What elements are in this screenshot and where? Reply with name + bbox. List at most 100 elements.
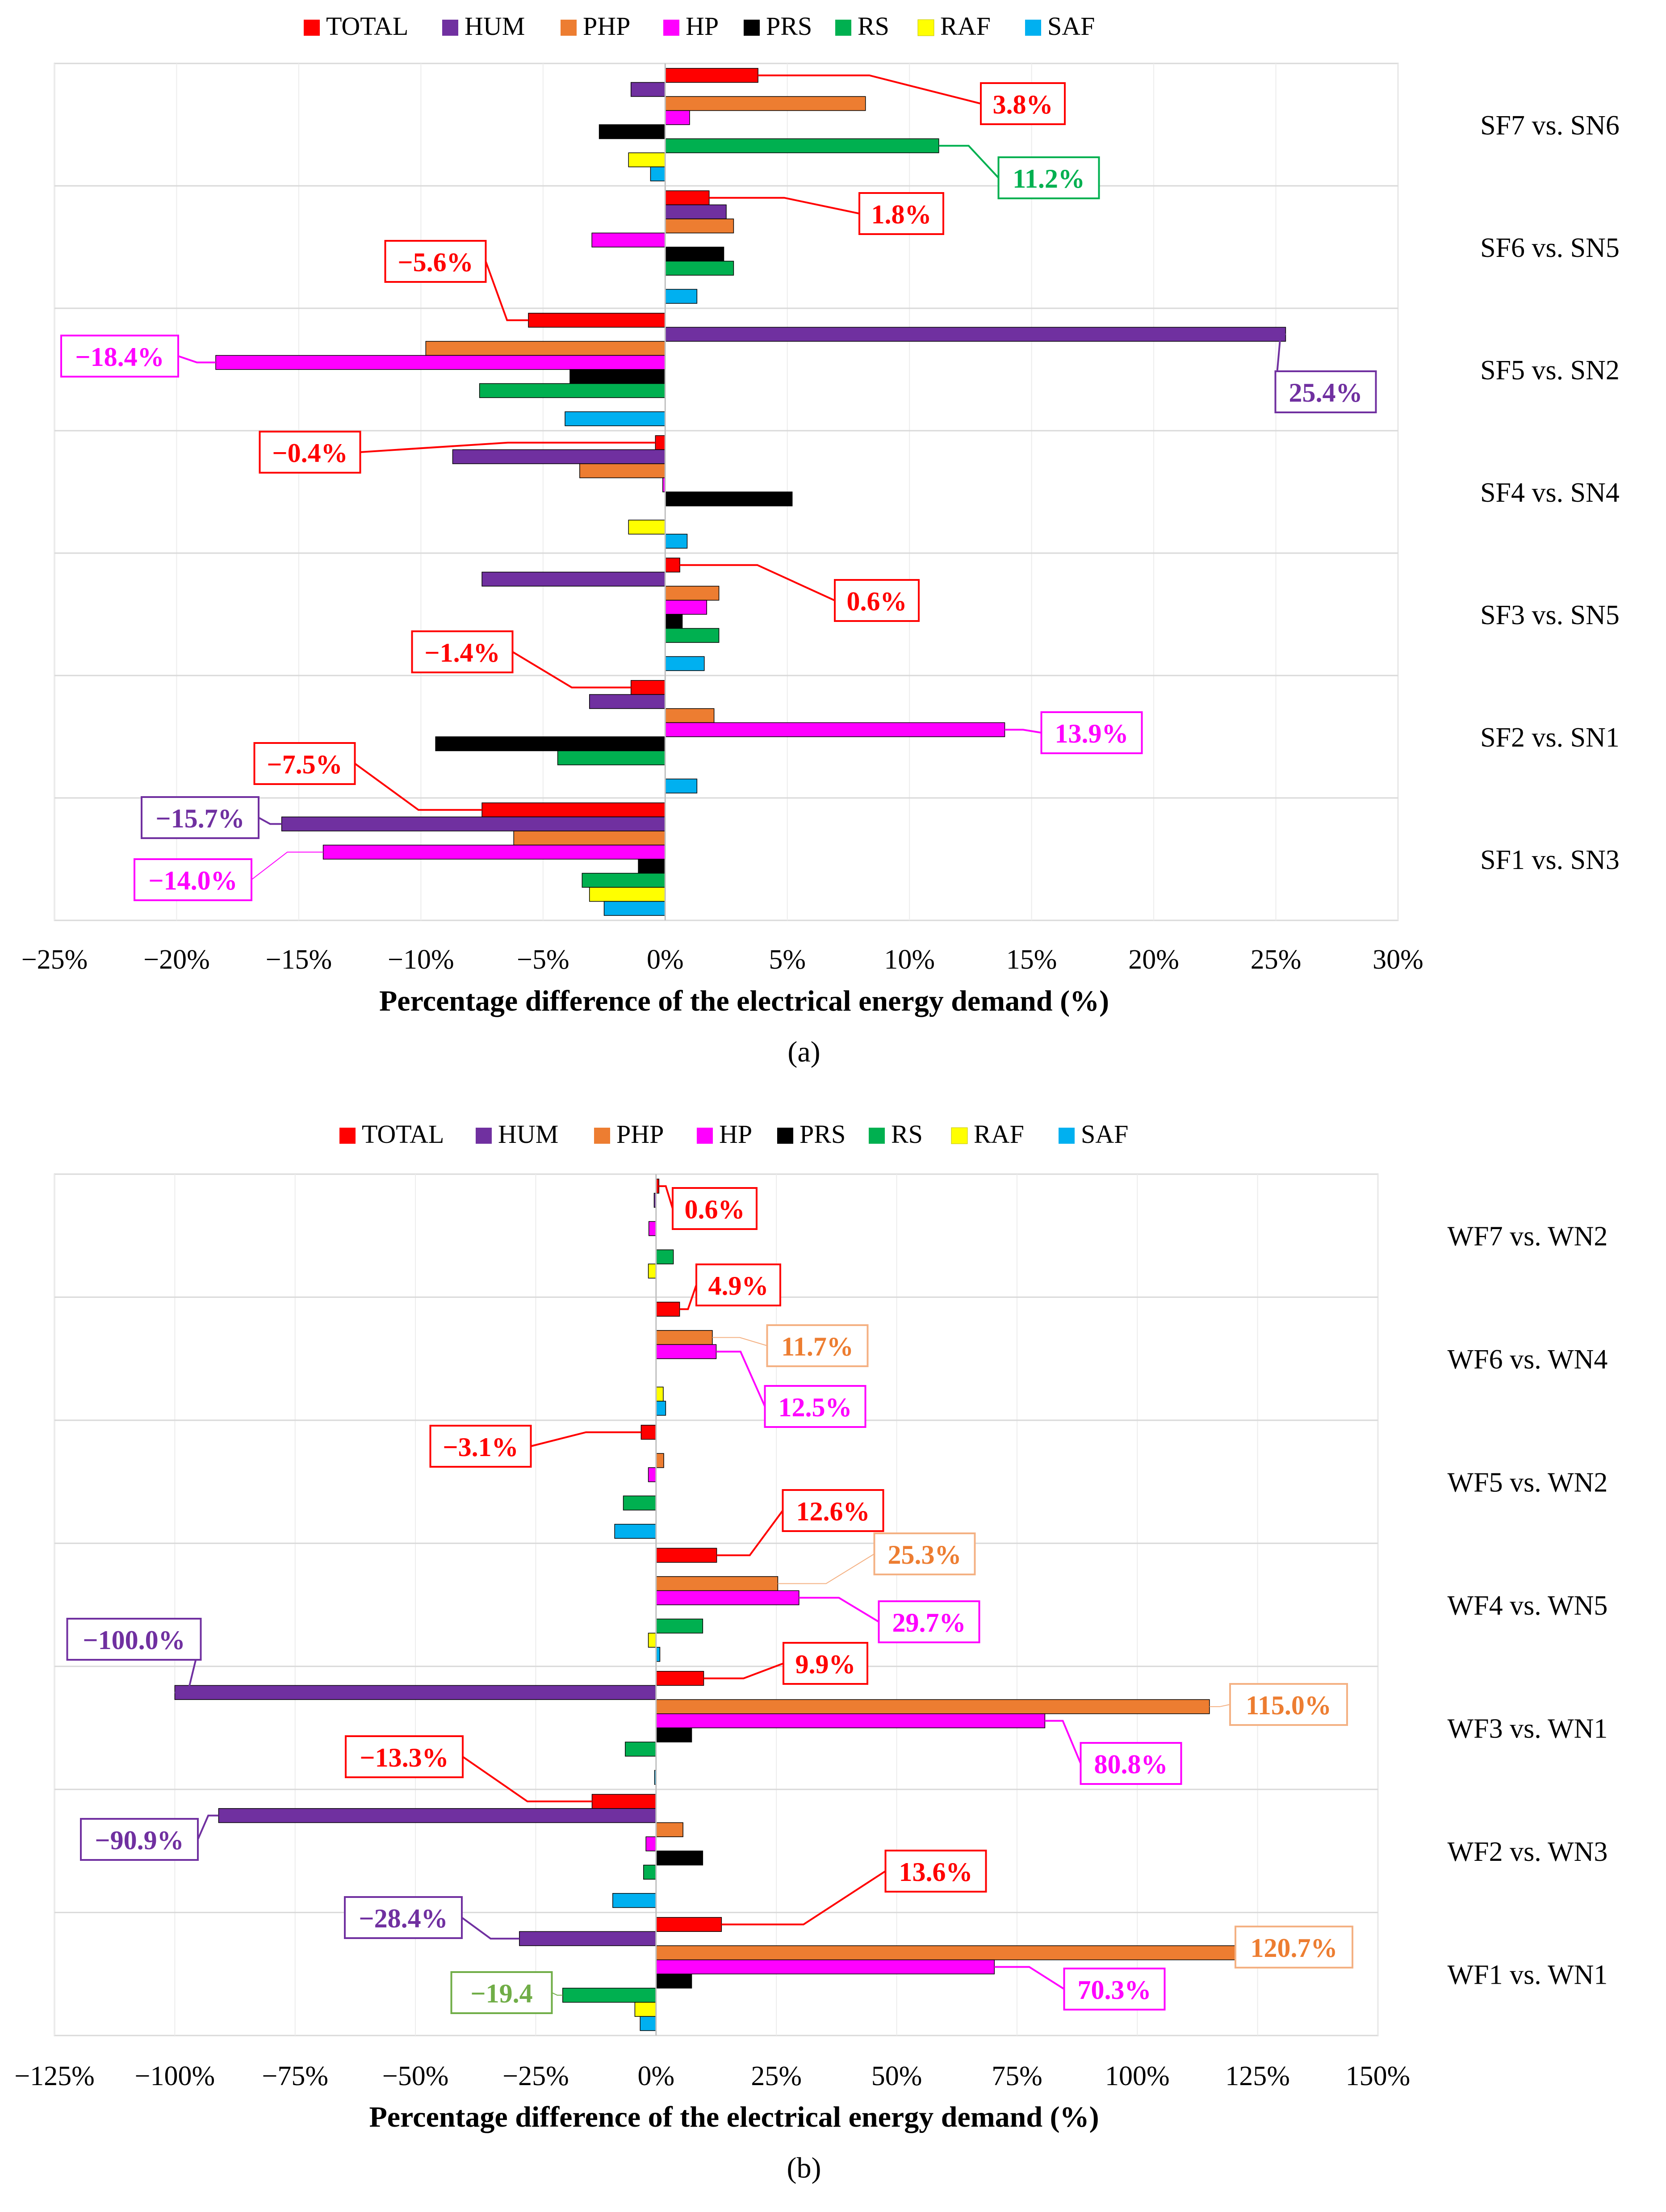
chart-a-category-label: SF4 vs. SN4 — [1480, 478, 1620, 508]
chart-a-legend-label-rs: RS — [858, 12, 889, 41]
chart-a-bar-hum-sf6-vs-sn5 — [665, 204, 727, 219]
chart-b-x-tick-label: 50% — [871, 2061, 922, 2091]
chart-a-bar-rs-sf5-vs-sn2 — [479, 383, 666, 398]
chart-a-annotation-label: 11.2% — [1013, 164, 1085, 193]
chart-b-legend-swatch-raf — [951, 1127, 968, 1144]
chart-b-x-tick-label: −75% — [262, 2061, 328, 2091]
chart-a-bar-hp-sf3-vs-sn5 — [665, 600, 707, 615]
chart-b-annotation-leader — [531, 1431, 641, 1447]
chart-a-bar-hum-sf7-vs-sn6 — [630, 82, 666, 97]
chart-a-annotation-label: −18.4% — [75, 342, 164, 372]
chart-a-legend-swatch-prs — [744, 20, 760, 36]
chart-a-bar-rs-sf1-vs-sn3 — [582, 873, 666, 888]
chart-b-annotation-box — [80, 1818, 199, 1861]
chart-b-annotation-leader — [659, 1185, 674, 1209]
chart-a-bar-total-sf2-vs-sn1 — [630, 680, 666, 695]
chart-a-bar-total-sf7-vs-sn6 — [665, 68, 758, 83]
chart-a-caption: (a) — [787, 1036, 820, 1068]
chart-b-bar-hp-wf4-vs-wn5 — [656, 1590, 800, 1605]
chart-b-bar-hum-wf3-vs-wn1 — [174, 1685, 657, 1700]
chart-a-bar-php-sf5-vs-sn2 — [425, 341, 666, 356]
chart-a-annotation-box — [60, 335, 179, 378]
chart-b-annotation-label: 13.6% — [899, 1857, 973, 1887]
chart-b-bar-saf-wf5-vs-wn2 — [614, 1524, 657, 1539]
chart-a-bar-total-sf3-vs-sn5 — [665, 558, 680, 573]
chart-a-bar-hp-sf5-vs-sn2 — [215, 355, 666, 370]
chart-b-annotation-label: 0.6% — [685, 1195, 745, 1224]
chart-a-x-tick-label: 5% — [769, 944, 806, 975]
chart-a-annotation-leader — [512, 651, 631, 688]
chart-a-bar-prs-sf3-vs-sn5 — [665, 614, 683, 629]
chart-b-category-label: WF6 vs. WN4 — [1448, 1344, 1608, 1375]
chart-a-annotation-label: 0.6% — [847, 587, 907, 616]
chart-a-legend-label-hp: HP — [686, 12, 719, 41]
chart-a: SF7 vs. SN6 SF6 vs. SN5 SF5 vs. SN2 SF4 vs.… — [21, 12, 1620, 1068]
chart-a-annotation-leader — [485, 261, 529, 321]
chart-b-annotation-leader — [462, 1756, 592, 1802]
chart-a-legend-label-total: TOTAL — [326, 12, 408, 41]
chart-b-bar-hum-wf2-vs-wn3 — [218, 1808, 657, 1823]
chart-a-annotation-label: −7.5% — [267, 750, 342, 779]
chart-a-bar-hp-sf1-vs-sn3 — [322, 844, 666, 860]
chart-b-bar-total-wf6-vs-wn4 — [656, 1301, 680, 1317]
chart-a-x-tick-label: −10% — [388, 944, 454, 975]
chart-b-bar-hp-wf7-vs-wn2 — [648, 1221, 657, 1236]
chart-b-annotation-leader — [716, 1510, 784, 1557]
chart-b-bar-rs-wf3-vs-wn1 — [625, 1742, 657, 1757]
chart-a-annotation-leader — [709, 197, 860, 214]
chart-a-bar-php-sf4-vs-sn4 — [579, 463, 666, 478]
chart-b-caption: (b) — [787, 2152, 821, 2184]
chart-b-x-tick-label: 100% — [1105, 2061, 1170, 2091]
chart-a-annotation-leader — [1005, 729, 1042, 734]
chart-b-bar-total-wf4-vs-wn5 — [656, 1548, 717, 1563]
chart-b-annotation-box — [783, 1642, 868, 1685]
chart-a-x-tick-label: −5% — [517, 944, 569, 975]
chart-b-annotation-box — [345, 1735, 464, 1778]
chart-a-x-tick-label: 20% — [1128, 944, 1179, 975]
chart-a-annotation-box — [834, 579, 920, 622]
chart-a-legend-label-raf: RAF — [940, 12, 991, 41]
chart-b-annotation-leader — [1209, 1704, 1231, 1707]
chart-b-annotation-label: −100.0% — [83, 1625, 185, 1655]
chart-b-legend-swatch-total — [339, 1128, 356, 1144]
chart-b-bar-hp-wf6-vs-wn4 — [656, 1344, 717, 1359]
chart-a-bar-php-sf2-vs-sn1 — [665, 708, 715, 723]
chart-a-bar-prs-sf5-vs-sn2 — [569, 369, 666, 384]
chart-b-bar-prs-wf2-vs-wn3 — [656, 1851, 703, 1866]
chart-b-annotation-box — [878, 1600, 980, 1643]
chart-b-bar-rs-wf7-vs-wn2 — [656, 1249, 674, 1264]
chart-b-legend-swatch-hum — [476, 1128, 492, 1144]
chart-b-annotation-label: 70.3% — [1078, 1975, 1151, 2005]
chart-b-x-tick-label: 150% — [1346, 2061, 1411, 2091]
chart-a-legend-swatch-php — [561, 20, 577, 36]
chart-a-bar-total-sf1-vs-sn3 — [481, 802, 666, 818]
chart-b-bar-php-wf6-vs-wn4 — [656, 1330, 713, 1345]
chart-b-bar-hp-wf5-vs-wn2 — [648, 1467, 657, 1482]
chart-a-annotation-box — [858, 192, 944, 235]
chart-b-annotation-label: 25.3% — [888, 1540, 962, 1570]
chart-a-annotation-leader — [758, 74, 981, 105]
chart-b-annotation-leader — [721, 1870, 886, 1926]
chart-b-category-label: WF7 vs. WN2 — [1448, 1221, 1608, 1252]
chart-b-x-tick-label: −125% — [14, 2061, 95, 2091]
chart-b-annotation-leader — [778, 1553, 875, 1584]
chart-b-bar-saf-wf6-vs-wn4 — [656, 1401, 666, 1416]
chart-a-x-tick-label: −25% — [21, 944, 88, 975]
chart-b-x-tick-label: 125% — [1225, 2061, 1290, 2091]
chart-b-bar-saf-wf1-vs-wn1 — [640, 2016, 657, 2031]
chart-b-annotation-box — [1235, 1926, 1353, 1969]
chart-a-category-label: SF6 vs. SN5 — [1480, 233, 1620, 263]
chart-b-x-tick-label: 0% — [637, 2061, 674, 2091]
chart-b-bar-raf-wf6-vs-wn4 — [656, 1386, 664, 1402]
chart-a-bar-hum-sf2-vs-sn1 — [589, 694, 666, 709]
chart-b-bar-prs-wf1-vs-wn1 — [656, 1973, 692, 1989]
chart-a-annotation-box — [997, 156, 1100, 199]
chart-b-annotation-label: −90.9% — [95, 1826, 184, 1855]
chart-b-category-label: WF1 vs. WN1 — [1448, 1960, 1608, 1990]
chart-b-bar-rs-wf1-vs-wn1 — [562, 1988, 657, 2003]
chart-a-legend-label-php: PHP — [583, 12, 630, 41]
chart-a-x-tick-label: −20% — [143, 944, 210, 975]
chart-b-annotation-leader — [461, 1917, 519, 1940]
chart-a-bar-hp-sf7-vs-sn6 — [665, 110, 690, 125]
